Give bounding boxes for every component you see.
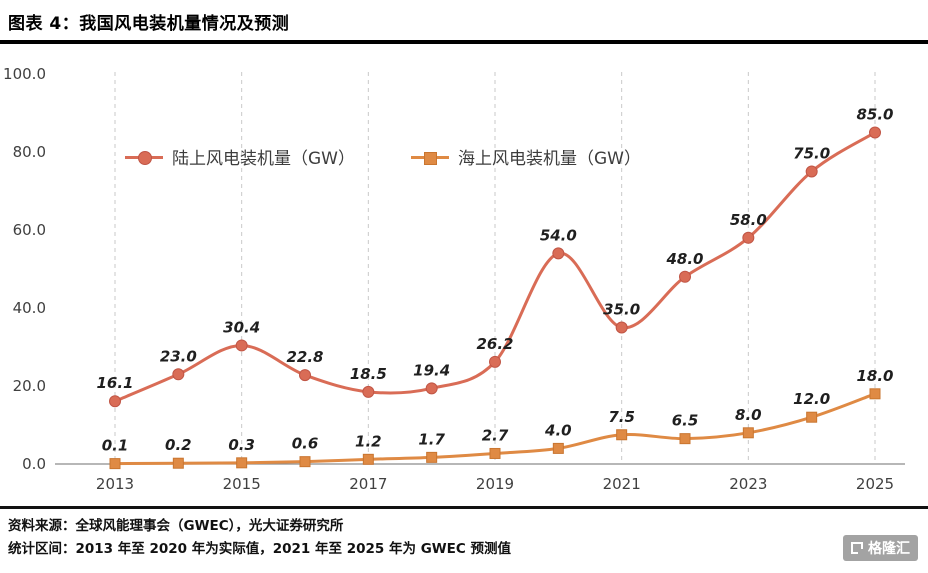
offshore-data-label: 0.3 [228, 436, 255, 454]
offshore-data-point-marker [362, 453, 374, 465]
onshore-data-point-marker [805, 165, 818, 178]
onshore-data-point-marker [489, 355, 501, 368]
onshore-data-label: 48.0 [665, 250, 703, 268]
offshore-data-label: 1.7 [418, 430, 445, 448]
y-tick-label: 60.0 [13, 221, 46, 239]
onshore-data-point-marker [615, 321, 628, 334]
onshore-data-point-marker [172, 368, 185, 381]
onshore-data-label: 26.2 [476, 335, 513, 353]
gelonghui-logo-icon [851, 542, 863, 554]
x-tick-label: 2019 [476, 475, 514, 493]
onshore-data-point-marker [869, 126, 881, 139]
offshore-data-point-marker [742, 427, 754, 439]
onshore-data-point-marker [679, 270, 691, 283]
offshore-data-point-marker [679, 433, 691, 445]
offshore-data-point-marker [616, 429, 628, 441]
y-tick-label: 20.0 [13, 377, 46, 395]
onshore-data-label: 19.4 [413, 361, 450, 379]
onshore-data-label: 22.8 [286, 348, 323, 366]
x-tick-label: 2013 [96, 475, 134, 493]
x-tick-label: 2023 [729, 475, 767, 493]
chart-title-block: 图表 4：我国风电装机量情况及预测 [0, 0, 928, 44]
offshore-data-label: 12.0 [793, 390, 830, 408]
offshore-data-label: 1.2 [355, 432, 382, 450]
offshore-data-point-marker [489, 447, 501, 459]
statistic-range-text: 统计区间：2013 年至 2020 年为实际值，2021 年至 2025 年为 … [8, 540, 511, 557]
chart-area: 0.0 20.0 40.0 60.0 80.0 100.0 2013 2015 2017 2019… [0, 44, 928, 506]
offshore-data-label: 6.5 [672, 412, 699, 430]
onshore-data-label: 30.4 [223, 318, 260, 336]
y-tick-label: 0.0 [22, 455, 46, 473]
offshore-data-point-marker [236, 457, 248, 469]
onshore-data-label: 16.1 [96, 374, 133, 392]
y-tick-label: 100.0 [3, 65, 46, 83]
onshore-data-point-marker [299, 369, 311, 382]
legend-item-onshore: 陆上风电装机量（GW） [125, 144, 355, 169]
data-source-text: 资料来源：全球风能理事会（GWEC），光大证券研究所 [8, 518, 344, 534]
wind-capacity-line-chart: 0.0 20.0 40.0 60.0 80.0 100.0 2013 2015 2017 2019… [3, 65, 905, 493]
onshore-data-label: 75.0 [793, 145, 830, 163]
onshore-line-marker-icon [125, 150, 163, 165]
offshore-data-point-marker [869, 388, 881, 400]
x-tick-label: 2015 [223, 475, 261, 493]
onshore-data-point-marker [362, 385, 375, 398]
offshore-data-point-marker [806, 411, 818, 423]
offshore-data-point-marker [552, 442, 564, 454]
onshore-data-point-marker [742, 231, 755, 244]
page-title: 图表 4：我国风电装机量情况及预测 [8, 14, 290, 34]
onshore-data-point-marker [552, 247, 565, 260]
onshore-data-label: 23.0 [160, 347, 197, 365]
offshore-line-marker-icon [410, 151, 449, 165]
onshore-data-point-marker [425, 382, 438, 395]
legend-label-onshore: 陆上风电装机量（GW） [172, 149, 355, 169]
y-tick-label: 40.0 [13, 299, 46, 317]
offshore-data-label: 4.0 [544, 421, 572, 439]
onshore-data-label: 85.0 [856, 106, 893, 124]
offshore-data-label: 8.0 [735, 406, 762, 424]
offshore-data-point-marker [426, 451, 438, 463]
footer: 资料来源：全球风能理事会（GWEC），光大证券研究所 统计区间：2013 年至 … [0, 506, 928, 571]
legend-item-offshore: 海上风电装机量（GW） [410, 144, 641, 169]
offshore-data-label: 0.1 [102, 437, 129, 455]
onshore-data-point-marker [109, 395, 121, 408]
offshore-data-point-marker [172, 457, 184, 469]
y-tick-label: 80.0 [13, 143, 46, 161]
gelonghui-logo: 格隆汇 [843, 535, 918, 561]
offshore-data-point-marker [299, 456, 311, 468]
offshore-data-point-marker [109, 458, 121, 470]
offshore-data-label: 7.5 [608, 408, 635, 426]
offshore-data-label: 0.6 [292, 435, 319, 453]
x-tick-label: 2025 [856, 475, 894, 493]
offshore-data-label: 18.0 [856, 367, 893, 385]
onshore-data-label: 58.0 [730, 211, 767, 229]
chart-legend: 陆上风电装机量（GW） 海上风电装机量（GW） [125, 144, 641, 169]
offshore-data-label: 0.2 [165, 436, 192, 454]
x-tick-label: 2021 [603, 475, 641, 493]
onshore-data-label: 18.5 [350, 365, 387, 383]
legend-label-offshore: 海上风电装机量（GW） [457, 149, 641, 169]
onshore-data-point-marker [235, 339, 248, 352]
onshore-data-label: 35.0 [603, 301, 640, 319]
offshore-data-label: 2.7 [482, 426, 509, 444]
onshore-data-label: 54.0 [540, 226, 577, 244]
x-tick-label: 2017 [349, 475, 387, 493]
gelonghui-logo-text: 格隆汇 [868, 541, 910, 557]
